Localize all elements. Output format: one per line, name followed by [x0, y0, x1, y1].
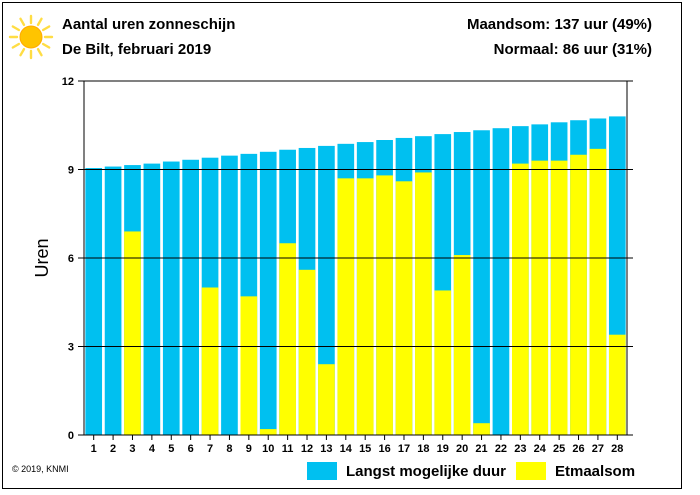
x-tick-label: 27 — [592, 443, 604, 455]
y-tick-label: 3 — [68, 342, 74, 354]
bar-sunshine-day-23 — [512, 163, 529, 435]
bar-sunshine-day-18 — [415, 172, 432, 435]
sun-ray — [11, 25, 21, 32]
sun-ray — [11, 42, 21, 49]
x-tick-label: 11 — [282, 443, 294, 455]
x-tick-label: 28 — [611, 443, 623, 455]
x-tick-label: 4 — [149, 443, 156, 455]
month-sum-text: Maandsom: 137 uur (49%) — [466, 16, 652, 33]
y-axis-label: Uren — [32, 238, 52, 277]
chart-frame — [2, 2, 682, 489]
bar-sunshine-day-12 — [298, 269, 316, 435]
legend-swatch-possible — [307, 462, 337, 480]
bar-sunshine-day-25 — [550, 160, 568, 435]
x-tick-label: 20 — [456, 443, 468, 455]
normal-text: Normaal: 86 uur (31%) — [493, 41, 652, 58]
x-tick-label: 15 — [359, 443, 371, 455]
bar-sunshine-day-20 — [453, 255, 471, 435]
x-tick-label: 7 — [207, 443, 213, 455]
bar-sunshine-day-10 — [259, 429, 277, 435]
bar-sunshine-day-15 — [356, 178, 374, 435]
x-tick-label: 25 — [553, 443, 565, 455]
x-tick-label: 2 — [110, 443, 116, 455]
x-tick-label: 12 — [301, 443, 313, 455]
bar-possible-day-8 — [221, 155, 238, 435]
bar-possible-day-4 — [143, 163, 161, 435]
x-tick-label: 10 — [262, 443, 274, 455]
bar-possible-day-22 — [492, 128, 510, 435]
gridlines — [84, 169, 627, 347]
bar-sunshine-day-7 — [201, 287, 219, 435]
copyright-text: © 2019, KNMI — [12, 464, 69, 474]
x-axis-ticks: 1 2 3 4 5 6 7 8 9 10 11 12 13 14 15 16 17 18 19 20 21 22 23 24 2… — [91, 435, 623, 455]
sun-ray — [36, 47, 43, 57]
bar-sunshine-day-27 — [589, 148, 607, 435]
x-tick-label: 24 — [534, 443, 547, 455]
sun-ray — [19, 47, 26, 57]
legend-item-possible: Langst mogelijke duur — [307, 462, 506, 480]
bar-possible-day-5 — [162, 161, 180, 435]
bar-sunshine-day-19 — [434, 290, 452, 435]
x-tick-label: 5 — [168, 443, 174, 455]
x-tick-label: 14 — [340, 443, 353, 455]
bar-sunshine-day-3 — [124, 231, 141, 435]
x-tick-label: 16 — [378, 443, 390, 455]
x-tick-label: 22 — [495, 443, 507, 455]
bar-sunshine-day-9 — [240, 296, 258, 435]
y-tick-label: 9 — [68, 165, 74, 177]
x-tick-label: 13 — [320, 443, 332, 455]
legend-label-possible: Langst mogelijke duur — [346, 462, 507, 480]
y-tick-label: 12 — [62, 76, 74, 88]
bar-sunshine-day-26 — [570, 154, 587, 435]
sun-ray — [36, 17, 43, 27]
bar-sunshine-day-24 — [531, 160, 549, 435]
bar-possible-day-10 — [259, 151, 277, 436]
x-tick-label: 18 — [417, 443, 429, 455]
bar-possible-day-1 — [85, 168, 103, 435]
legend-swatch-actual — [516, 462, 546, 480]
sun-ray — [19, 17, 26, 27]
y-tick-label: 6 — [68, 253, 74, 265]
x-tick-label: 17 — [398, 443, 410, 455]
x-tick-label: 8 — [226, 443, 232, 455]
y-axis-ticks: 0 3 6 9 12 — [62, 76, 633, 442]
sun-ray — [41, 42, 51, 49]
x-tick-label: 21 — [475, 443, 487, 455]
x-tick-label: 6 — [188, 443, 194, 455]
legend-item-actual: Etmaalsom — [516, 462, 635, 480]
legend-label-actual: Etmaalsom — [555, 462, 636, 480]
sun-ray — [41, 25, 51, 32]
bar-sunshine-day-11 — [279, 243, 296, 435]
chart-subtitle: De Bilt, februari 2019 — [62, 41, 212, 58]
daily-sunshine-bars — [124, 148, 626, 435]
y-tick-label: 0 — [68, 430, 74, 442]
bar-sunshine-day-14 — [337, 178, 355, 435]
x-tick-label: 3 — [129, 443, 135, 455]
x-tick-label: 23 — [514, 443, 526, 455]
x-tick-label: 9 — [246, 443, 252, 455]
bar-sunshine-day-17 — [395, 181, 413, 435]
x-tick-label: 26 — [572, 443, 584, 455]
bar-possible-day-2 — [104, 166, 122, 436]
bar-possible-day-13 — [318, 145, 335, 435]
bar-possible-day-21 — [473, 130, 490, 435]
bar-sunshine-day-28 — [608, 334, 626, 435]
bar-possible-day-6 — [182, 159, 199, 435]
chart-title: Aantal uren zonneschijn — [62, 16, 236, 33]
x-tick-label: 19 — [437, 443, 449, 455]
sun-icon — [8, 14, 54, 60]
bar-sunshine-day-16 — [376, 175, 393, 435]
bar-sunshine-day-21 — [473, 423, 490, 435]
bar-sunshine-day-13 — [318, 364, 335, 435]
x-tick-label: 1 — [91, 443, 97, 455]
